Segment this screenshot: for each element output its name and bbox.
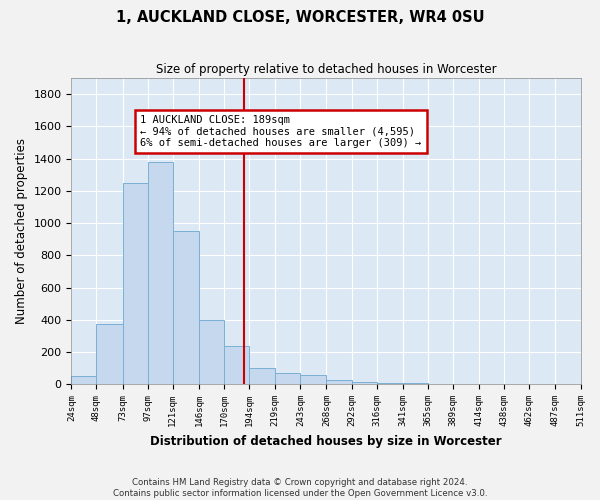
Text: 1, AUCKLAND CLOSE, WORCESTER, WR4 0SU: 1, AUCKLAND CLOSE, WORCESTER, WR4 0SU bbox=[116, 10, 484, 25]
Bar bbox=[97, 324, 122, 384]
Y-axis label: Number of detached properties: Number of detached properties bbox=[15, 138, 28, 324]
Bar bbox=[249, 368, 275, 384]
Text: Contains HM Land Registry data © Crown copyright and database right 2024.
Contai: Contains HM Land Registry data © Crown c… bbox=[113, 478, 487, 498]
Bar bbox=[352, 382, 377, 384]
Bar bbox=[71, 376, 97, 384]
Text: 1 AUCKLAND CLOSE: 189sqm
← 94% of detached houses are smaller (4,595)
6% of semi: 1 AUCKLAND CLOSE: 189sqm ← 94% of detach… bbox=[140, 115, 421, 148]
Bar bbox=[199, 320, 224, 384]
Bar bbox=[122, 183, 148, 384]
Title: Size of property relative to detached houses in Worcester: Size of property relative to detached ho… bbox=[155, 62, 496, 76]
X-axis label: Distribution of detached houses by size in Worcester: Distribution of detached houses by size … bbox=[150, 434, 502, 448]
Bar bbox=[403, 383, 428, 384]
Bar bbox=[326, 380, 352, 384]
Bar bbox=[148, 162, 173, 384]
Bar bbox=[301, 376, 326, 384]
Bar bbox=[173, 231, 199, 384]
Bar bbox=[224, 346, 249, 384]
Bar bbox=[275, 373, 301, 384]
Bar bbox=[377, 383, 403, 384]
